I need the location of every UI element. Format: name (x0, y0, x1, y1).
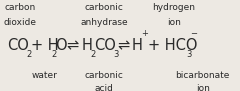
Text: 2: 2 (91, 50, 96, 59)
Text: + HCO: + HCO (148, 38, 197, 53)
Text: anhydrase: anhydrase (81, 18, 128, 27)
Text: + H: + H (31, 38, 59, 53)
Text: ion: ion (167, 18, 181, 27)
Text: bicarbonate: bicarbonate (176, 71, 230, 80)
Text: dioxide: dioxide (4, 18, 37, 27)
Text: ⇌: ⇌ (67, 38, 79, 53)
Text: O: O (55, 38, 66, 53)
Text: CO: CO (94, 38, 116, 53)
Text: water: water (31, 71, 57, 80)
Text: carbon: carbon (5, 3, 36, 12)
Text: +: + (142, 29, 149, 38)
Text: carbonic: carbonic (85, 71, 124, 80)
Text: 2: 2 (51, 50, 56, 59)
Text: CO: CO (7, 38, 29, 53)
Text: ion: ion (196, 84, 210, 91)
Text: 3: 3 (186, 50, 191, 59)
Text: ⇌: ⇌ (118, 38, 130, 53)
Text: hydrogen: hydrogen (152, 3, 196, 12)
Text: acid: acid (95, 84, 114, 91)
Text: 2: 2 (26, 50, 31, 59)
Text: 3: 3 (113, 50, 119, 59)
Text: −: − (190, 29, 197, 38)
Text: H: H (82, 38, 92, 53)
Text: H: H (132, 38, 143, 53)
Text: carbonic: carbonic (85, 3, 124, 12)
